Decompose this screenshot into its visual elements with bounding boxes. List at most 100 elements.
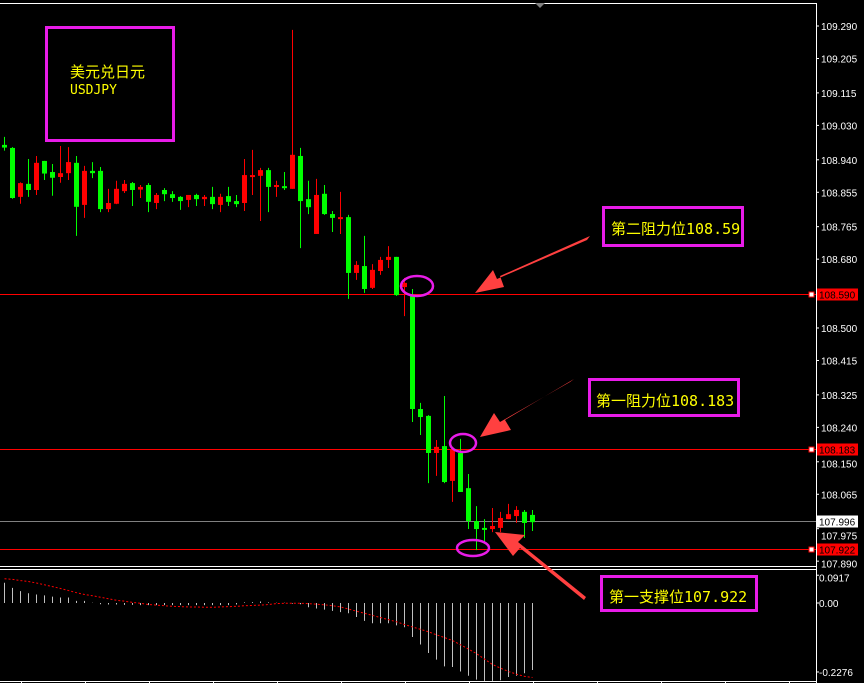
level-tag [817,443,858,456]
candle-body [26,183,31,190]
candle-body [442,446,447,483]
candle-body [218,196,223,205]
candle-body [514,509,519,517]
candle-body [138,186,143,190]
candle-body [450,449,455,481]
price-tick-label: 108.765 [821,223,858,234]
resistance2-label: 第二阻力位108.59 [611,220,741,238]
candle-body [162,189,167,195]
price-tick-label: 109.290 [821,22,858,33]
candle-body [506,514,511,520]
price-tick-label: 108.240 [821,423,858,434]
level-marker [808,546,815,553]
candle-body [234,201,239,205]
resistance1-ellipse [448,432,478,454]
arrow-icon [475,236,590,293]
candle-body [114,188,119,204]
candle-body [106,202,111,210]
candle-body [10,147,15,199]
candle-body [34,162,39,190]
candle-body [282,186,287,189]
price-tick-label: 109.030 [821,121,858,132]
price-tick-label: 108.855 [821,188,858,199]
arrow-icon [480,379,574,437]
candle-body [242,175,247,203]
candle-body [386,256,391,260]
candles [2,29,535,551]
resistance1-label: 第一阻力位108.183 [596,392,735,410]
candle-body [194,194,199,200]
candle-body [370,269,375,288]
candle-body [410,295,415,410]
candle-body [394,256,399,296]
price-tick-label: 108.325 [821,391,858,402]
candle-body [66,162,71,174]
chart-frame [0,3,817,683]
candle-body [338,217,343,220]
candle-body [418,409,423,418]
candle-body [178,196,183,202]
candle-body [18,183,23,197]
candle-body [522,511,527,523]
price-tick-label: 108.415 [821,356,858,367]
level-tag [817,288,858,301]
level-marker [808,291,815,298]
candle-body [322,193,327,215]
indicator-tick-label: 0.00 [819,599,839,610]
candle-body [154,194,159,203]
price-tick-label: 108.680 [821,255,858,266]
candle-body [98,170,103,210]
support1-label: 第一支撑位107.922 [609,588,748,606]
price-tick-label: 108.940 [821,156,858,167]
candle-body [2,144,7,148]
resistance2-note: 第二阻力位108.59 [602,206,744,247]
price-tick-label: 108.500 [821,324,858,335]
candle-body [426,415,431,453]
symbol-name: USDJPY [70,83,117,98]
candle-body [354,264,359,273]
level-marker [808,446,815,453]
candle-body [306,199,311,208]
candle-body [266,170,271,187]
candle-body [210,196,215,205]
current-price-label: 107.996 [819,518,856,529]
candle-body [298,155,303,202]
support1-ellipse [455,538,491,558]
candle-body [250,175,255,178]
candle-body [458,452,463,492]
price-axis: 109.290 109.205 109.115 109.030 108.940 108.8… [816,22,858,571]
price-tick-label: 109.205 [821,54,858,65]
candle-body [402,282,407,288]
level-tag-label: 108.183 [819,446,856,457]
signal-line [4,578,533,679]
candle-body [74,162,79,207]
price-tick-label: 108.150 [821,460,858,471]
arrow-icon [495,532,586,600]
symbol-name-cn: 美元兑日元 [70,63,146,81]
candle-body [482,527,487,530]
candle-body [474,521,479,530]
candle-body [314,194,319,234]
resistance1-note: 第一阻力位108.183 [588,378,740,417]
candle-body [130,183,135,190]
scroll-marker-icon[interactable] [535,3,545,8]
candle-body [226,196,231,202]
level-tag-label: 108.590 [819,291,856,302]
support1-note: 第一支撑位107.922 [600,575,758,612]
candle-body [362,266,367,289]
level-tag-label: 107.922 [819,546,856,557]
current-price-tag [817,515,858,528]
candle-body [530,514,535,523]
candle-body [434,446,439,453]
candle-body [202,196,207,200]
annotation-marks [399,236,590,600]
price-tick-label: 109.115 [821,89,857,100]
candle-body [170,194,175,199]
candle-body [82,170,87,205]
candle-body [498,517,503,528]
candle-body [330,214,335,218]
price-tick-label: 107.890 [821,560,858,571]
price-tick-label: 107.975 [821,532,858,543]
candle-body [346,217,351,273]
